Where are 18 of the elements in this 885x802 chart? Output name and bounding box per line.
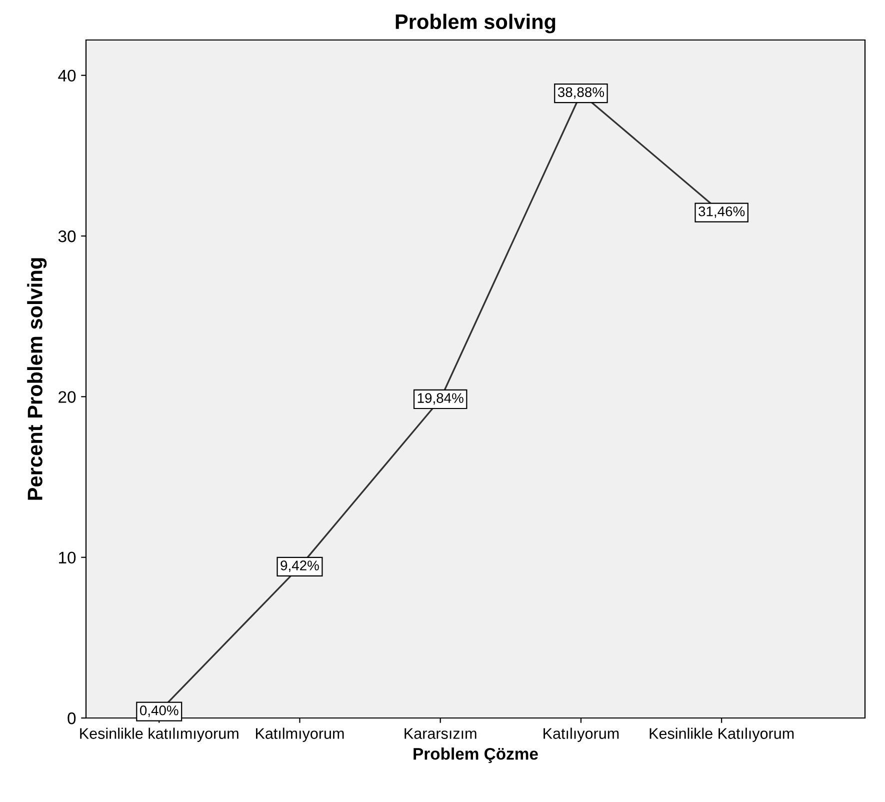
y-tick-label: 40 [58, 70, 76, 82]
y-tick-label: 30 [58, 230, 76, 242]
x-axis-title: Problem Çözme [414, 748, 538, 764]
y-tick-label: 0 [68, 712, 76, 724]
chart-title: Problem solving [396, 14, 556, 34]
data-label: 0,40% [140, 705, 178, 717]
data-label: 19,84% [418, 393, 464, 405]
data-label: 9,42% [280, 560, 319, 572]
y-axis-title: Percent Problem solving [27, 258, 47, 500]
y-tick-label: 20 [58, 391, 76, 403]
data-label: 38,88% [558, 87, 604, 99]
y-tick-label: 10 [59, 552, 76, 564]
data-label: 31,46% [698, 206, 745, 218]
x-tick-label: Kesinlikle katılımıyorum [80, 728, 238, 742]
x-tick-label: Kesinlikle Katılıyorum [650, 728, 794, 742]
x-tick-label: Kararsızım [404, 728, 476, 739]
x-tick-label: Katılıyorum [544, 728, 619, 742]
x-tick-label: Katılmıyorum [256, 728, 344, 742]
